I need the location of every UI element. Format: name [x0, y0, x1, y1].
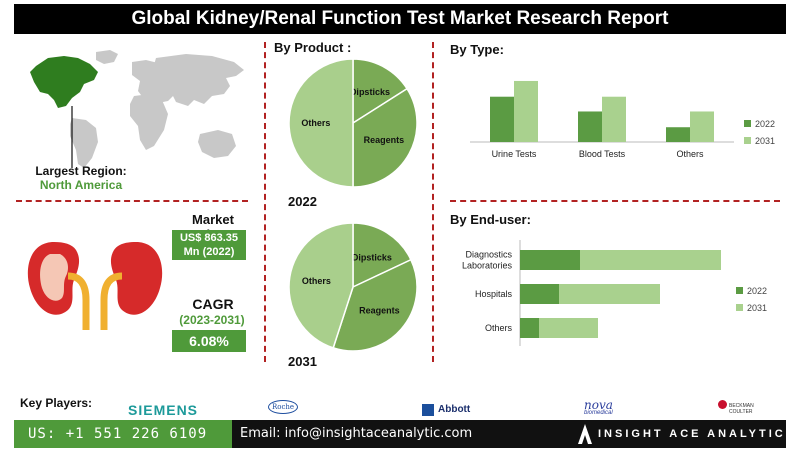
pie-label-others: Others: [302, 276, 331, 286]
siemens-logo: SIEMENS: [128, 402, 199, 418]
asia-shape: [152, 54, 244, 106]
pie-label-dipsticks: Dipsticks: [350, 87, 390, 97]
enduser-category-label: Others: [485, 323, 513, 333]
enduser-legend-label: 2031: [747, 303, 767, 313]
beckman-icon: [718, 400, 727, 409]
divider-left-h: [16, 200, 248, 202]
enduser-category-label: Diagnostics: [465, 250, 512, 260]
enduser-bar-2031: [559, 284, 660, 304]
market-size-value-1: US$ 863.35: [179, 232, 239, 244]
roche-logo: Roche: [268, 400, 298, 414]
type-bar-2022: [578, 111, 602, 142]
world-map: [30, 50, 244, 168]
type-bar-chart: Urine Tests Blood Tests Others 2022 2031: [470, 80, 775, 159]
nova-logo: nova: [584, 398, 613, 412]
insightace-logo-icon: [578, 424, 592, 444]
type-legend-label: 2031: [755, 136, 775, 146]
nova-logo-sub: biomedical: [584, 410, 613, 416]
enduser-legend-swatch-2022: [736, 287, 743, 294]
pie-slice-others: [288, 222, 354, 349]
beckman-logo: BECKMAN COULTER: [729, 403, 754, 415]
pie-slice-others: [288, 58, 354, 188]
cagr-label: CAGR: [192, 296, 234, 312]
pie-slice-reagents: [352, 87, 418, 188]
pie-label-reagents: Reagents: [359, 305, 400, 315]
type-legend-label: 2022: [755, 119, 775, 129]
africa-shape: [130, 94, 168, 150]
enduser-category-label: Laboratories: [462, 261, 513, 271]
by-enduser-title: By End-user:: [450, 212, 531, 227]
type-bar-2031: [514, 80, 538, 142]
type-bar-2022: [490, 96, 514, 142]
divider-right: [432, 42, 434, 362]
abbott-icon: [422, 404, 434, 416]
type-category-label: Urine Tests: [492, 149, 537, 159]
pie-label-dipsticks: Dipsticks: [352, 252, 392, 262]
by-product-title: By Product :: [274, 40, 352, 55]
divider-left: [264, 42, 266, 362]
pie-label-others: Others: [301, 118, 330, 128]
largest-region-value: North America: [39, 178, 123, 192]
footer-brand: INSIGHT ACE ANALYTIC: [598, 428, 786, 440]
type-bar-2031: [602, 96, 626, 142]
cagr-value: 6.08%: [172, 330, 246, 352]
type-legend-swatch-2022: [744, 120, 751, 127]
enduser-category-label: Hospitals: [475, 289, 513, 299]
market-size-value-2: Mn (2022): [183, 246, 235, 258]
report-title: Global Kidney/Renal Function Test Market…: [14, 4, 786, 34]
type-bar-2022: [666, 127, 690, 142]
pie-slice-reagents: [332, 258, 418, 352]
cagr-period: (2023-2031): [179, 313, 245, 327]
enduser-bar-2022: [520, 284, 559, 304]
pie-2031-year: 2031: [288, 354, 317, 369]
key-players-label: Key Players:: [20, 396, 93, 410]
largest-region-label: Largest Region:: [35, 164, 127, 178]
beckman-logo-line2: COULTER: [729, 409, 753, 415]
australia-shape: [198, 130, 236, 158]
market-size-box: US$ 863.35 Mn (2022): [172, 230, 246, 260]
divider-right-h: [450, 200, 780, 202]
pie-2022: Dipsticks Reagents Others: [288, 58, 418, 188]
enduser-legend-label: 2022: [747, 286, 767, 296]
type-category-label: Others: [676, 149, 704, 159]
pie-slice-dipsticks: [352, 58, 409, 125]
south-america-shape: [70, 118, 98, 168]
enduser-bar-2031: [539, 318, 598, 338]
pie-2031: Dipsticks Reagents Others: [288, 222, 418, 352]
footer-phone: US: +1 551 226 6109: [14, 420, 232, 448]
pie-label-reagents: Reagents: [364, 135, 405, 145]
enduser-bar-2022: [520, 318, 539, 338]
abbott-logo: Abbott: [438, 404, 471, 415]
enduser-bar-2031: [580, 250, 721, 270]
type-category-label: Blood Tests: [579, 149, 626, 159]
kidney-right-icon: [110, 242, 163, 315]
footer-email: Email: info@insightaceanalytic.com: [240, 426, 473, 441]
kidney-illustration: [27, 242, 163, 330]
footer-bar: Email: info@insightaceanalytic.com INSIG…: [232, 420, 786, 448]
type-bar-2031: [690, 111, 714, 142]
type-legend-swatch-2031: [744, 137, 751, 144]
pie-slice-dipsticks: [352, 222, 412, 289]
by-type-title: By Type:: [450, 42, 504, 57]
beckman-logo-line1: BECKMAN: [729, 403, 754, 409]
enduser-legend-swatch-2031: [736, 304, 743, 311]
enduser-bar-2022: [520, 250, 580, 270]
north-america-shape: [30, 56, 98, 108]
pie-2022-year: 2022: [288, 194, 317, 209]
greenland-shape: [96, 50, 118, 64]
